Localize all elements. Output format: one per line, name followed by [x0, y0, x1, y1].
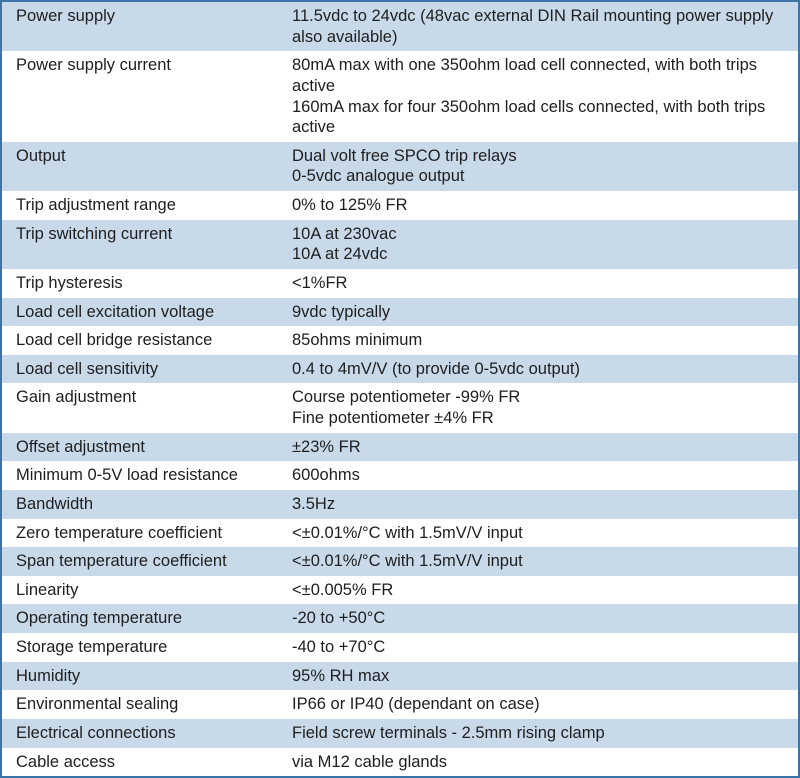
- spec-row: Power supply current80mA max with one 35…: [2, 51, 798, 142]
- spec-row: Linearity<±0.005% FR: [2, 576, 798, 605]
- spec-label: Output: [2, 142, 292, 171]
- spec-value: 600ohms: [292, 461, 798, 490]
- spec-row: Humidity95% RH max: [2, 662, 798, 691]
- spec-row: Offset adjustment±23% FR: [2, 433, 798, 462]
- spec-label: Storage temperature: [2, 633, 292, 662]
- spec-label: Load cell bridge resistance: [2, 326, 292, 355]
- spec-row: Zero temperature coefficient<±0.01%/°C w…: [2, 519, 798, 548]
- spec-row: Cable accessvia M12 cable glands: [2, 748, 798, 777]
- spec-row: Gain adjustmentCourse potentiometer -99%…: [2, 383, 798, 432]
- spec-value: IP66 or IP40 (dependant on case): [292, 690, 798, 719]
- spec-label: Zero temperature coefficient: [2, 519, 292, 548]
- spec-value: Dual volt free SPCO trip relays0-5vdc an…: [292, 142, 798, 191]
- spec-value: 85ohms minimum: [292, 326, 798, 355]
- spec-label: Humidity: [2, 662, 292, 691]
- spec-value: 80mA max with one 350ohm load cell conne…: [292, 51, 798, 142]
- spec-row: OutputDual volt free SPCO trip relays0-5…: [2, 142, 798, 191]
- spec-label: Gain adjustment: [2, 383, 292, 412]
- spec-row: Trip switching current10A at 230vac10A a…: [2, 220, 798, 269]
- spec-row: Bandwidth3.5Hz: [2, 490, 798, 519]
- spec-value: via M12 cable glands: [292, 748, 798, 777]
- spec-label: Trip switching current: [2, 220, 292, 249]
- spec-row: Operating temperature-20 to +50°C: [2, 604, 798, 633]
- spec-label: Power supply current: [2, 51, 292, 80]
- spec-value: Field screw terminals - 2.5mm rising cla…: [292, 719, 798, 748]
- spec-value: <±0.01%/°C with 1.5mV/V input: [292, 519, 798, 548]
- spec-row: Load cell bridge resistance85ohms minimu…: [2, 326, 798, 355]
- spec-value: 11.5vdc to 24vdc (48vac external DIN Rai…: [292, 2, 798, 51]
- spec-row: Trip adjustment range0% to 125% FR: [2, 191, 798, 220]
- spec-label: Power supply: [2, 2, 292, 31]
- spec-label: Operating temperature: [2, 604, 292, 633]
- spec-row: Storage temperature-40 to +70°C: [2, 633, 798, 662]
- spec-value: 10A at 230vac10A at 24vdc: [292, 220, 798, 269]
- spec-value: <±0.01%/°C with 1.5mV/V input: [292, 547, 798, 576]
- spec-value: 0.4 to 4mV/V (to provide 0-5vdc output): [292, 355, 798, 384]
- spec-label: Span temperature coefficient: [2, 547, 292, 576]
- spec-label: Cable access: [2, 748, 292, 777]
- spec-table: Power supply11.5vdc to 24vdc (48vac exte…: [0, 0, 800, 778]
- spec-label: Trip adjustment range: [2, 191, 292, 220]
- spec-value: <±0.005% FR: [292, 576, 798, 605]
- spec-value: -40 to +70°C: [292, 633, 798, 662]
- spec-value: Course potentiometer -99% FRFine potenti…: [292, 383, 798, 432]
- spec-label: Trip hysteresis: [2, 269, 292, 298]
- spec-row: Trip hysteresis<1%FR: [2, 269, 798, 298]
- spec-row: Electrical connectionsField screw termin…: [2, 719, 798, 748]
- spec-row: Minimum 0-5V load resistance600ohms: [2, 461, 798, 490]
- spec-row: Span temperature coefficient<±0.01%/°C w…: [2, 547, 798, 576]
- spec-label: Load cell sensitivity: [2, 355, 292, 384]
- spec-value: 0% to 125% FR: [292, 191, 798, 220]
- spec-label: Electrical connections: [2, 719, 292, 748]
- spec-row: Power supply11.5vdc to 24vdc (48vac exte…: [2, 2, 798, 51]
- spec-label: Load cell excitation voltage: [2, 298, 292, 327]
- spec-label: Linearity: [2, 576, 292, 605]
- spec-value: ±23% FR: [292, 433, 798, 462]
- spec-label: Minimum 0-5V load resistance: [2, 461, 292, 490]
- spec-value: 9vdc typically: [292, 298, 798, 327]
- spec-label: Bandwidth: [2, 490, 292, 519]
- spec-value: <1%FR: [292, 269, 798, 298]
- spec-label: Environmental sealing: [2, 690, 292, 719]
- spec-value: 3.5Hz: [292, 490, 798, 519]
- spec-row: Load cell excitation voltage9vdc typical…: [2, 298, 798, 327]
- spec-value: -20 to +50°C: [292, 604, 798, 633]
- spec-value: 95% RH max: [292, 662, 798, 691]
- spec-row: Load cell sensitivity0.4 to 4mV/V (to pr…: [2, 355, 798, 384]
- spec-label: Offset adjustment: [2, 433, 292, 462]
- spec-row: Environmental sealingIP66 or IP40 (depen…: [2, 690, 798, 719]
